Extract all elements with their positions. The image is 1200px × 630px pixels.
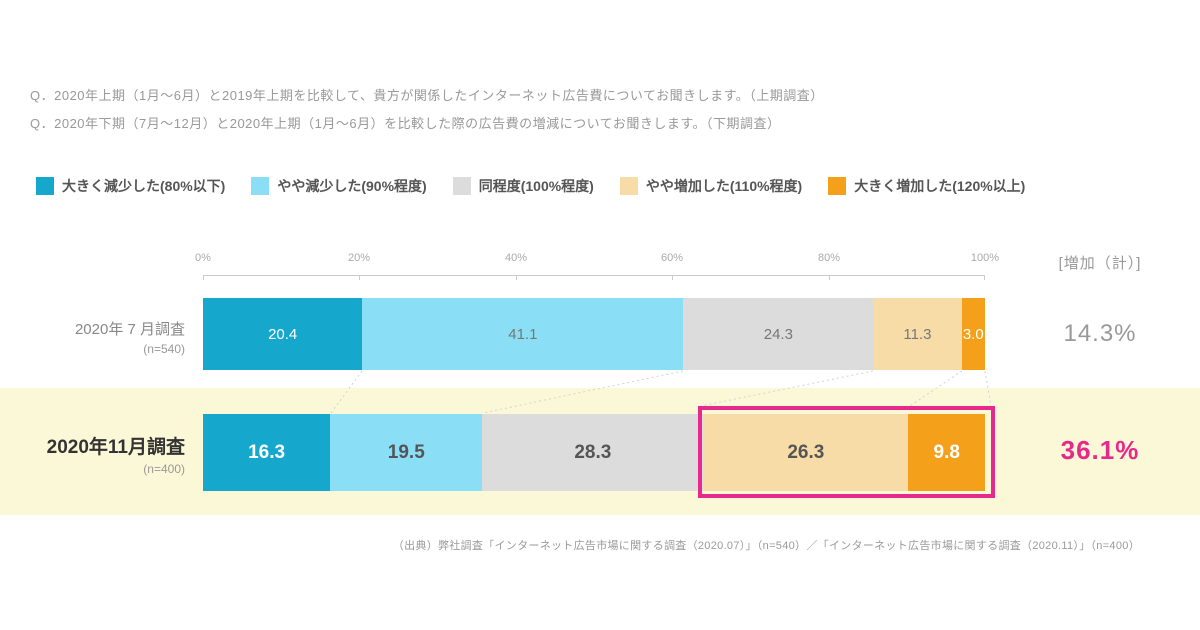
bar-segment-same: 28.3: [482, 414, 704, 491]
axis-tickmark: [984, 275, 985, 280]
stacked-bar-july: 20.4 41.1 24.3 11.3 3.0: [203, 298, 985, 370]
stacked-bar-november: 16.3 19.5 28.3 26.3 9.8: [203, 414, 985, 491]
bar-segment-large-increase: 9.8: [908, 414, 985, 491]
legend-label: 大きく減少した(80%以下): [62, 178, 226, 194]
row-category: 2020年 7 月調査: [74, 321, 185, 338]
axis-tickmark: [203, 275, 204, 280]
legend-swatch-large-decrease: [36, 177, 54, 195]
legend-item-large-increase: 大きく増加した(120%以上): [828, 176, 1025, 196]
legend-item-slight-decrease: やや減少した(90%程度): [251, 176, 427, 196]
row-sample-size: (n=400): [143, 462, 185, 476]
segment-value: 3.0: [962, 325, 984, 343]
segment-value: 24.3: [763, 325, 793, 343]
legend-item-slight-increase: やや増加した(110%程度): [619, 176, 803, 196]
segment-value: 9.8: [933, 441, 960, 463]
axis-tick-80: 80%: [817, 252, 841, 264]
segment-value: 19.5: [387, 441, 425, 463]
row-label-july-survey: 2020年 7 月調査 (n=540): [20, 318, 185, 356]
axis-tick-60: 60%: [660, 252, 684, 264]
bar-segment-large-increase: 3.0: [961, 298, 985, 370]
row-category: 2020年11月調査: [46, 437, 185, 458]
legend-swatch-large-increase: [828, 177, 847, 195]
legend: 大きく減少した(80%以下) やや減少した(90%程度) 同程度(100%程度)…: [36, 176, 1025, 196]
axis-tick-40: 40%: [504, 252, 528, 264]
segment-value: 28.3: [574, 441, 612, 463]
axis-tick-0: 0%: [195, 252, 211, 264]
axis-tickmark: [672, 275, 673, 280]
legend-swatch-same: [452, 177, 471, 195]
axis-tickmark: [829, 275, 830, 280]
segment-value: 11.3: [903, 325, 932, 343]
legend-label: 同程度(100%程度): [478, 178, 594, 194]
bar-segment-slight-decrease: 41.1: [362, 298, 684, 370]
bar-segment-slight-decrease: 19.5: [330, 414, 483, 491]
legend-label: やや増加した(110%程度): [645, 178, 803, 194]
bar-segment-same: 24.3: [683, 298, 874, 370]
question-line-2: Q．2020年下期（7月～12月）と2020年上期（1月～6月）を比較した際の広…: [30, 116, 781, 131]
axis-tickmark: [516, 275, 517, 280]
segment-value: 41.1: [508, 325, 538, 343]
increase-total-july: 14.3%: [1063, 320, 1137, 347]
legend-swatch-slight-increase: [619, 177, 638, 195]
increase-total-header: [増加（計）]: [1058, 255, 1142, 272]
legend-swatch-slight-decrease: [251, 177, 270, 195]
legend-label: 大きく増加した(120%以上): [854, 178, 1026, 194]
legend-label: やや減少した(90%程度): [277, 178, 427, 194]
bar-segment-large-decrease: 20.4: [203, 298, 363, 370]
legend-item-same: 同程度(100%程度): [452, 176, 594, 196]
axis-tick-100: 100%: [970, 252, 1000, 264]
question-line-1: Q．2020年上期（1月～6月）と2019年上期を比較して、貴方が関係したインタ…: [30, 88, 824, 103]
axis-tick-20: 20%: [347, 252, 371, 264]
axis-tickmark: [359, 275, 360, 280]
row-sample-size: (n=540): [143, 342, 185, 356]
source-note: （出典）弊社調査「インターネット広告市場に関する調査（2020.07）」（n=5…: [392, 540, 1140, 552]
increase-total-november: 36.1%: [1060, 435, 1140, 465]
segment-value: 26.3: [787, 441, 825, 463]
segment-value: 20.4: [268, 325, 298, 343]
bar-segment-slight-increase: 11.3: [873, 298, 962, 370]
legend-item-large-decrease: 大きく減少した(80%以下): [36, 176, 225, 196]
axis-line: [203, 275, 985, 276]
bar-segment-slight-increase: 26.3: [703, 414, 909, 491]
segment-value: 16.3: [248, 441, 286, 463]
survey-questions: Q．2020年上期（1月～6月）と2019年上期を比較して、貴方が関係したインタ…: [30, 82, 824, 138]
bar-segment-large-decrease: 16.3: [203, 414, 331, 491]
highlight-box: [698, 406, 995, 498]
row-label-november-survey: 2020年11月調査 (n=400): [20, 432, 185, 476]
